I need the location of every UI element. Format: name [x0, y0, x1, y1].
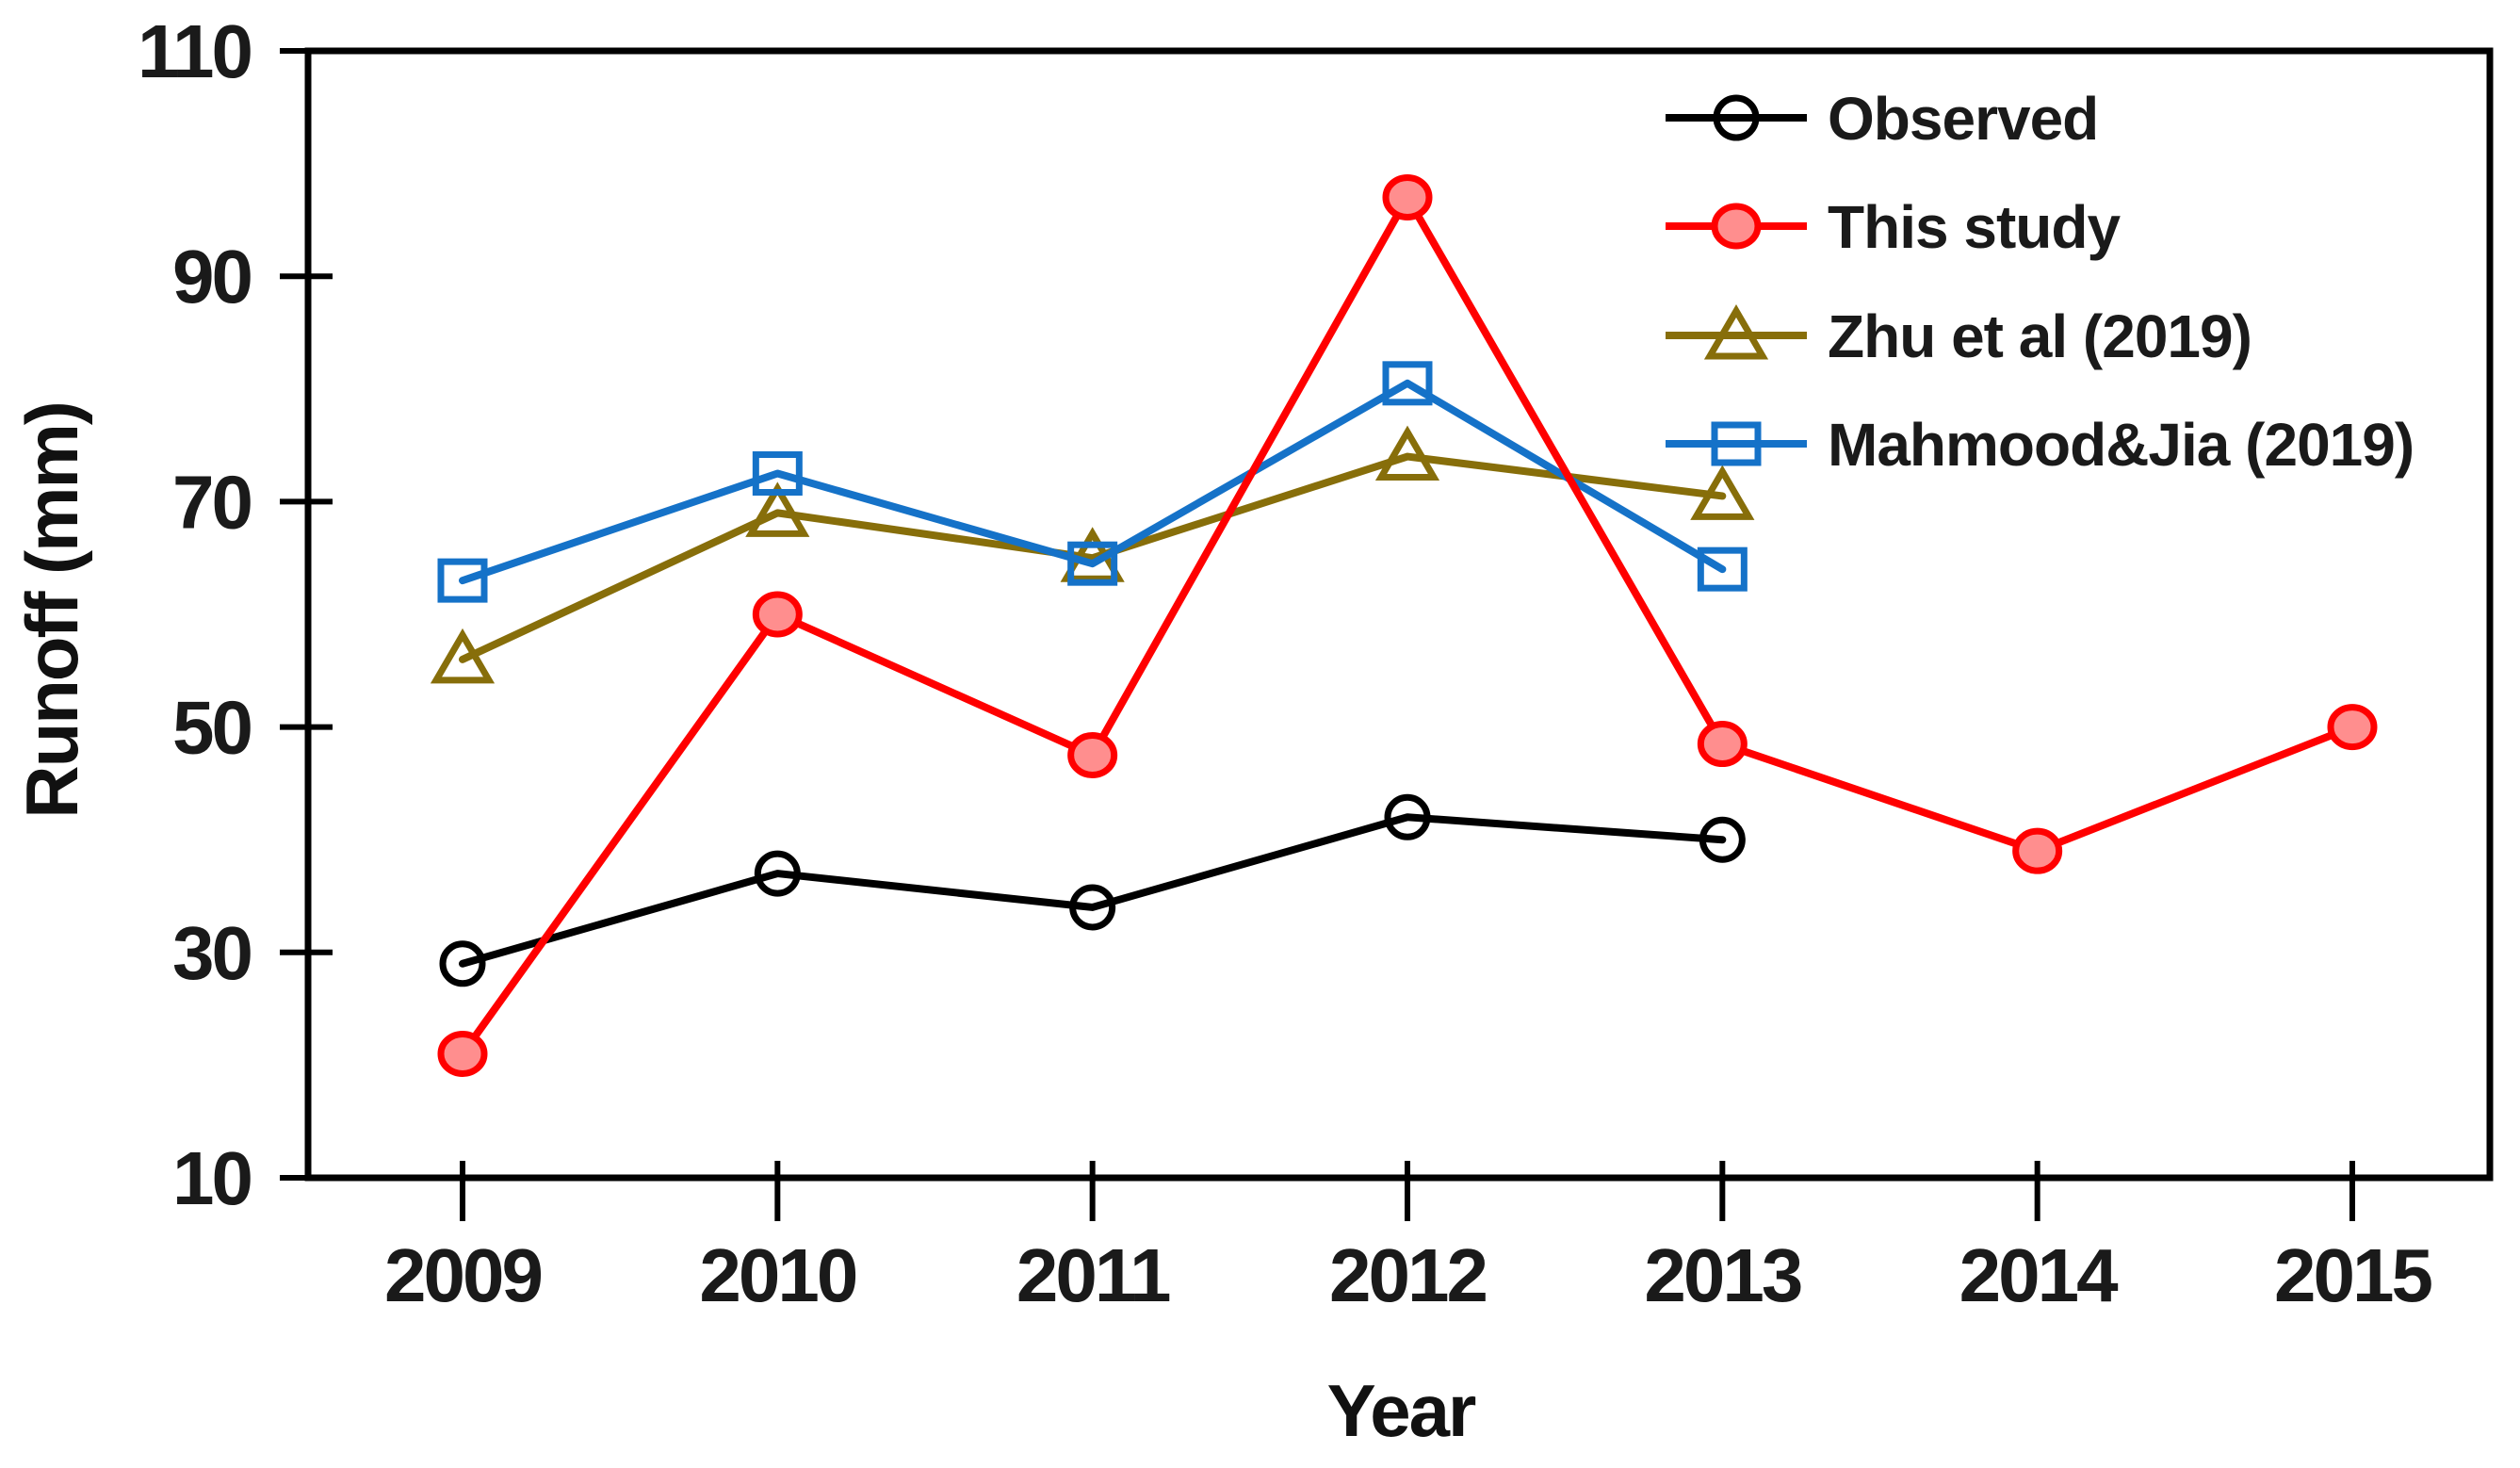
marker-this-study-2009	[437, 1030, 488, 1077]
marker-this-study-2013	[1697, 721, 1748, 768]
y-tick-label: 10	[172, 1136, 251, 1220]
marker-observed-2013	[1699, 816, 1746, 863]
marker-observed-2009	[439, 940, 486, 987]
marker-this-study-2011	[1067, 732, 1118, 778]
marker-zhu-et-al-2019-2009	[430, 628, 496, 684]
plot-border	[304, 47, 2494, 1182]
y-tick-label: 30	[172, 911, 251, 995]
x-tick-label: 2009	[384, 1233, 541, 1317]
y-tick-label: 70	[172, 460, 251, 544]
legend-marker-observed	[1713, 94, 1760, 141]
y-tick-label: 110	[138, 9, 252, 93]
legend-item-zhu-et-al-2019: Zhu et al (2019)	[1666, 302, 2252, 370]
marker-this-study-2012	[1382, 173, 1433, 220]
x-tick-label: 2014	[1959, 1233, 2119, 1317]
legend-item-this-study: This study	[1666, 193, 2122, 261]
x-tick-label: 2010	[699, 1233, 855, 1317]
series-line-zhu-et-al-2019	[459, 452, 1727, 663]
marker-observed-2010	[754, 850, 801, 897]
legend-marker-zhu-et-al-2019	[1703, 304, 1769, 360]
x-tick-label: 2012	[1329, 1233, 1486, 1317]
legend-marker-mahmood-jia-2019	[1711, 421, 1762, 466]
marker-mahmood-jia-2019-2012	[1382, 361, 1433, 406]
y-tick-label: 90	[172, 235, 251, 318]
plot-area: 110 90 70 50 30 10 2009 2010 2011 2012 2013 2014 201…	[138, 9, 2494, 1317]
marker-this-study-2010	[752, 591, 803, 638]
marker-observed-2011	[1069, 884, 1116, 931]
legend-item-mahmood-jia-2019: Mahmood&Jia (2019)	[1666, 411, 2414, 479]
legend-marker-this-study	[1711, 203, 1762, 250]
marker-mahmood-jia-2019-2009	[437, 558, 488, 603]
marker-mahmood-jia-2019-2011	[1067, 541, 1118, 586]
marker-zhu-et-al-2019-2012	[1374, 425, 1440, 481]
marker-mahmood-jia-2019-2010	[752, 451, 803, 496]
x-tick-label: 2015	[2274, 1233, 2431, 1317]
legend-item-observed: Observed	[1666, 85, 2099, 153]
x-tick-label: 2011	[1016, 1233, 1170, 1317]
legend-label-mahmood-jia-2019: Mahmood&Jia (2019)	[1828, 411, 2414, 479]
y-axis-title: Runoff (mm)	[10, 402, 93, 819]
series-line-observed	[459, 813, 1727, 968]
marker-zhu-et-al-2019-2010	[745, 481, 810, 537]
series-layer	[430, 173, 2378, 1077]
marker-this-study-2015	[2327, 704, 2378, 751]
legend: Observed This study Zhu et al (2019) Mahmoo…	[1666, 85, 2414, 479]
legend-label-zhu-et-al-2019: Zhu et al (2019)	[1828, 302, 2252, 370]
marker-observed-2012	[1384, 793, 1431, 840]
marker-zhu-et-al-2019-2013	[1690, 465, 1755, 520]
marker-mahmood-jia-2019-2013	[1697, 546, 1748, 592]
legend-label-this-study: This study	[1828, 193, 2121, 261]
y-tick-label: 50	[172, 686, 251, 770]
x-tick-label: 2013	[1644, 1233, 1800, 1317]
marker-this-study-2014	[2012, 827, 2063, 874]
legend-label-observed: Observed	[1828, 85, 2098, 153]
x-axis-title: Year	[1327, 1369, 1476, 1452]
series-line-mahmood-jia-2019	[459, 379, 1727, 585]
